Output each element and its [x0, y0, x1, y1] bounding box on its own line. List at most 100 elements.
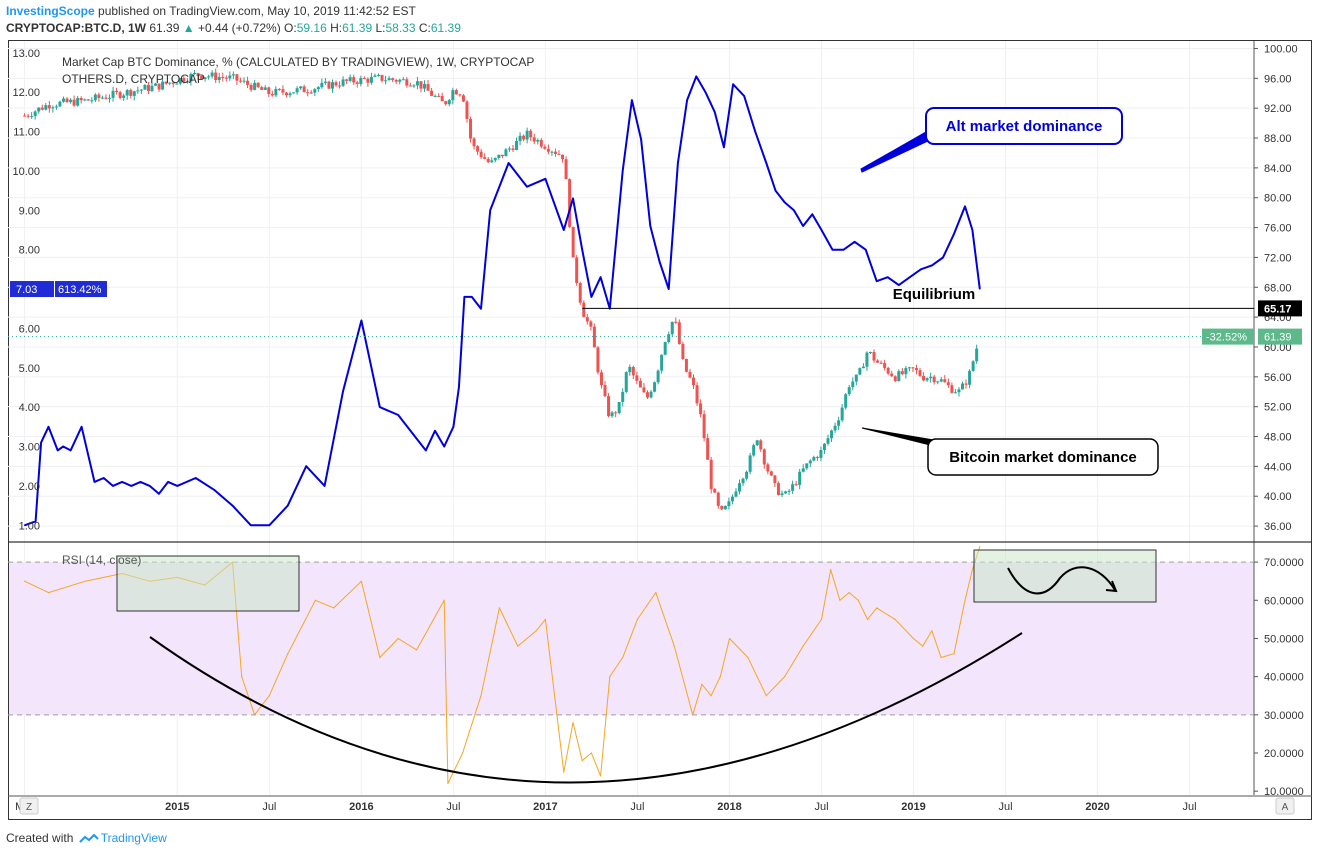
- candle-body: [525, 130, 529, 140]
- rsi-line-point: [590, 752, 593, 754]
- alt-dominance-line-point: [103, 477, 105, 479]
- author-name[interactable]: InvestingScope: [6, 4, 95, 18]
- zoom-button-label[interactable]: Z: [26, 802, 32, 813]
- candle-body: [352, 77, 356, 83]
- candle-body: [267, 87, 271, 95]
- candle-body: [575, 257, 579, 283]
- alt-dominance-line-point: [268, 524, 270, 526]
- candle-body: [653, 382, 657, 392]
- rsi-line-point: [765, 695, 767, 697]
- arrow-head-icon: [1105, 580, 1118, 593]
- candle-body: [844, 394, 848, 408]
- candle-body: [865, 352, 869, 367]
- candle-body: [90, 100, 94, 102]
- rsi-line-point: [314, 599, 316, 601]
- candle-body: [546, 148, 550, 152]
- candle-body: [667, 334, 671, 343]
- alt-dominance-line-point: [909, 276, 911, 278]
- rsi-line-point: [563, 771, 565, 773]
- candle-body: [486, 158, 490, 163]
- candle-body: [529, 130, 533, 138]
- chart-frame: [8, 40, 1312, 820]
- candle-body: [472, 138, 476, 147]
- alt-dominance-line-point: [415, 438, 418, 440]
- alt-dominance-line-point: [732, 83, 734, 85]
- rsi-line-point: [397, 637, 399, 640]
- alt-dominance-line-point: [971, 229, 974, 231]
- candle-body: [879, 362, 883, 364]
- candle-body: [377, 74, 381, 76]
- x-tick-label: 2019: [901, 801, 925, 813]
- alt-dominance-line-point: [979, 288, 981, 290]
- candle-body: [451, 90, 455, 101]
- right-pct-badge-text: -32.52%: [1206, 332, 1247, 344]
- alt-dominance-line-point: [489, 209, 491, 211]
- alt-dominance-line-point: [704, 91, 707, 93]
- rsi-line-point: [581, 760, 583, 762]
- rsi-line-point: [971, 569, 974, 571]
- alt-dominance-line-point: [57, 449, 59, 452]
- alt-dominance-line-point: [723, 146, 725, 148]
- rsi-line-point: [953, 653, 955, 655]
- candle-body: [688, 371, 692, 378]
- candle-body: [93, 94, 97, 101]
- candle-body: [713, 489, 717, 493]
- candle-body: [854, 374, 858, 382]
- alt-callout-text: Alt market dominance: [946, 118, 1103, 135]
- wave-arrow: [1007, 566, 1116, 595]
- alt-dominance-line-point: [47, 426, 50, 428]
- candle-body: [812, 457, 816, 461]
- alt-dominance-line-point: [600, 276, 602, 278]
- candle-body: [168, 82, 172, 84]
- candle-body: [288, 93, 292, 96]
- alt-dominance-line-point: [754, 130, 756, 133]
- candle-body: [561, 154, 565, 160]
- candle-body: [805, 463, 809, 469]
- rsi-line-point: [447, 782, 449, 785]
- candle-body: [631, 366, 635, 376]
- alt-dominance-line-point: [953, 233, 955, 235]
- candle-body: [752, 445, 756, 456]
- candle-body: [592, 326, 596, 348]
- rsi-line-point: [47, 592, 50, 594]
- symbol: CRYPTOCAP:BTC.D, 1W: [6, 21, 147, 35]
- rsi-line-point: [848, 592, 850, 594]
- tradingview-brand[interactable]: TradingView: [100, 831, 167, 845]
- candle-body: [207, 76, 211, 78]
- candle-body: [578, 282, 582, 303]
- alt-dominance-line-point: [526, 186, 528, 188]
- candle-body: [313, 89, 317, 93]
- candle-body: [175, 83, 179, 85]
- candle-body: [939, 379, 943, 382]
- candle-body: [150, 85, 154, 91]
- candle-body: [603, 385, 607, 397]
- btc-callout-text: Bitcoin market dominance: [949, 449, 1137, 466]
- auto-scale-button-label[interactable]: A: [1282, 802, 1289, 813]
- candle-body: [780, 493, 784, 496]
- x-tick-label: 2017: [533, 801, 557, 813]
- candle-body: [146, 85, 150, 91]
- candle-body: [369, 76, 373, 83]
- alt-dominance-line-point: [458, 386, 460, 389]
- alt-dominance-line-point: [695, 75, 697, 78]
- auto-scale-button[interactable]: [1275, 797, 1295, 815]
- rsi-tick-label: 30.0000: [1264, 710, 1304, 722]
- alt-dominance-line-point: [176, 485, 178, 487]
- alt-dominance-line-point: [714, 111, 716, 113]
- candle-body: [51, 107, 55, 109]
- candle-body: [893, 376, 897, 382]
- rsi-line-point: [673, 645, 675, 647]
- candle-body: [911, 367, 915, 369]
- x-tick-label: Jul: [1183, 801, 1197, 813]
- zoom-button[interactable]: [19, 797, 39, 815]
- candle-body: [511, 148, 515, 150]
- alt-dominance-line-point: [622, 170, 624, 172]
- candle-body: [741, 478, 745, 484]
- candle-body: [327, 81, 331, 89]
- candle-body: [405, 79, 409, 86]
- candle-body: [536, 140, 540, 142]
- left-tick-label: 8.00: [19, 245, 40, 257]
- candle-body: [274, 88, 278, 96]
- candle-body: [745, 471, 749, 479]
